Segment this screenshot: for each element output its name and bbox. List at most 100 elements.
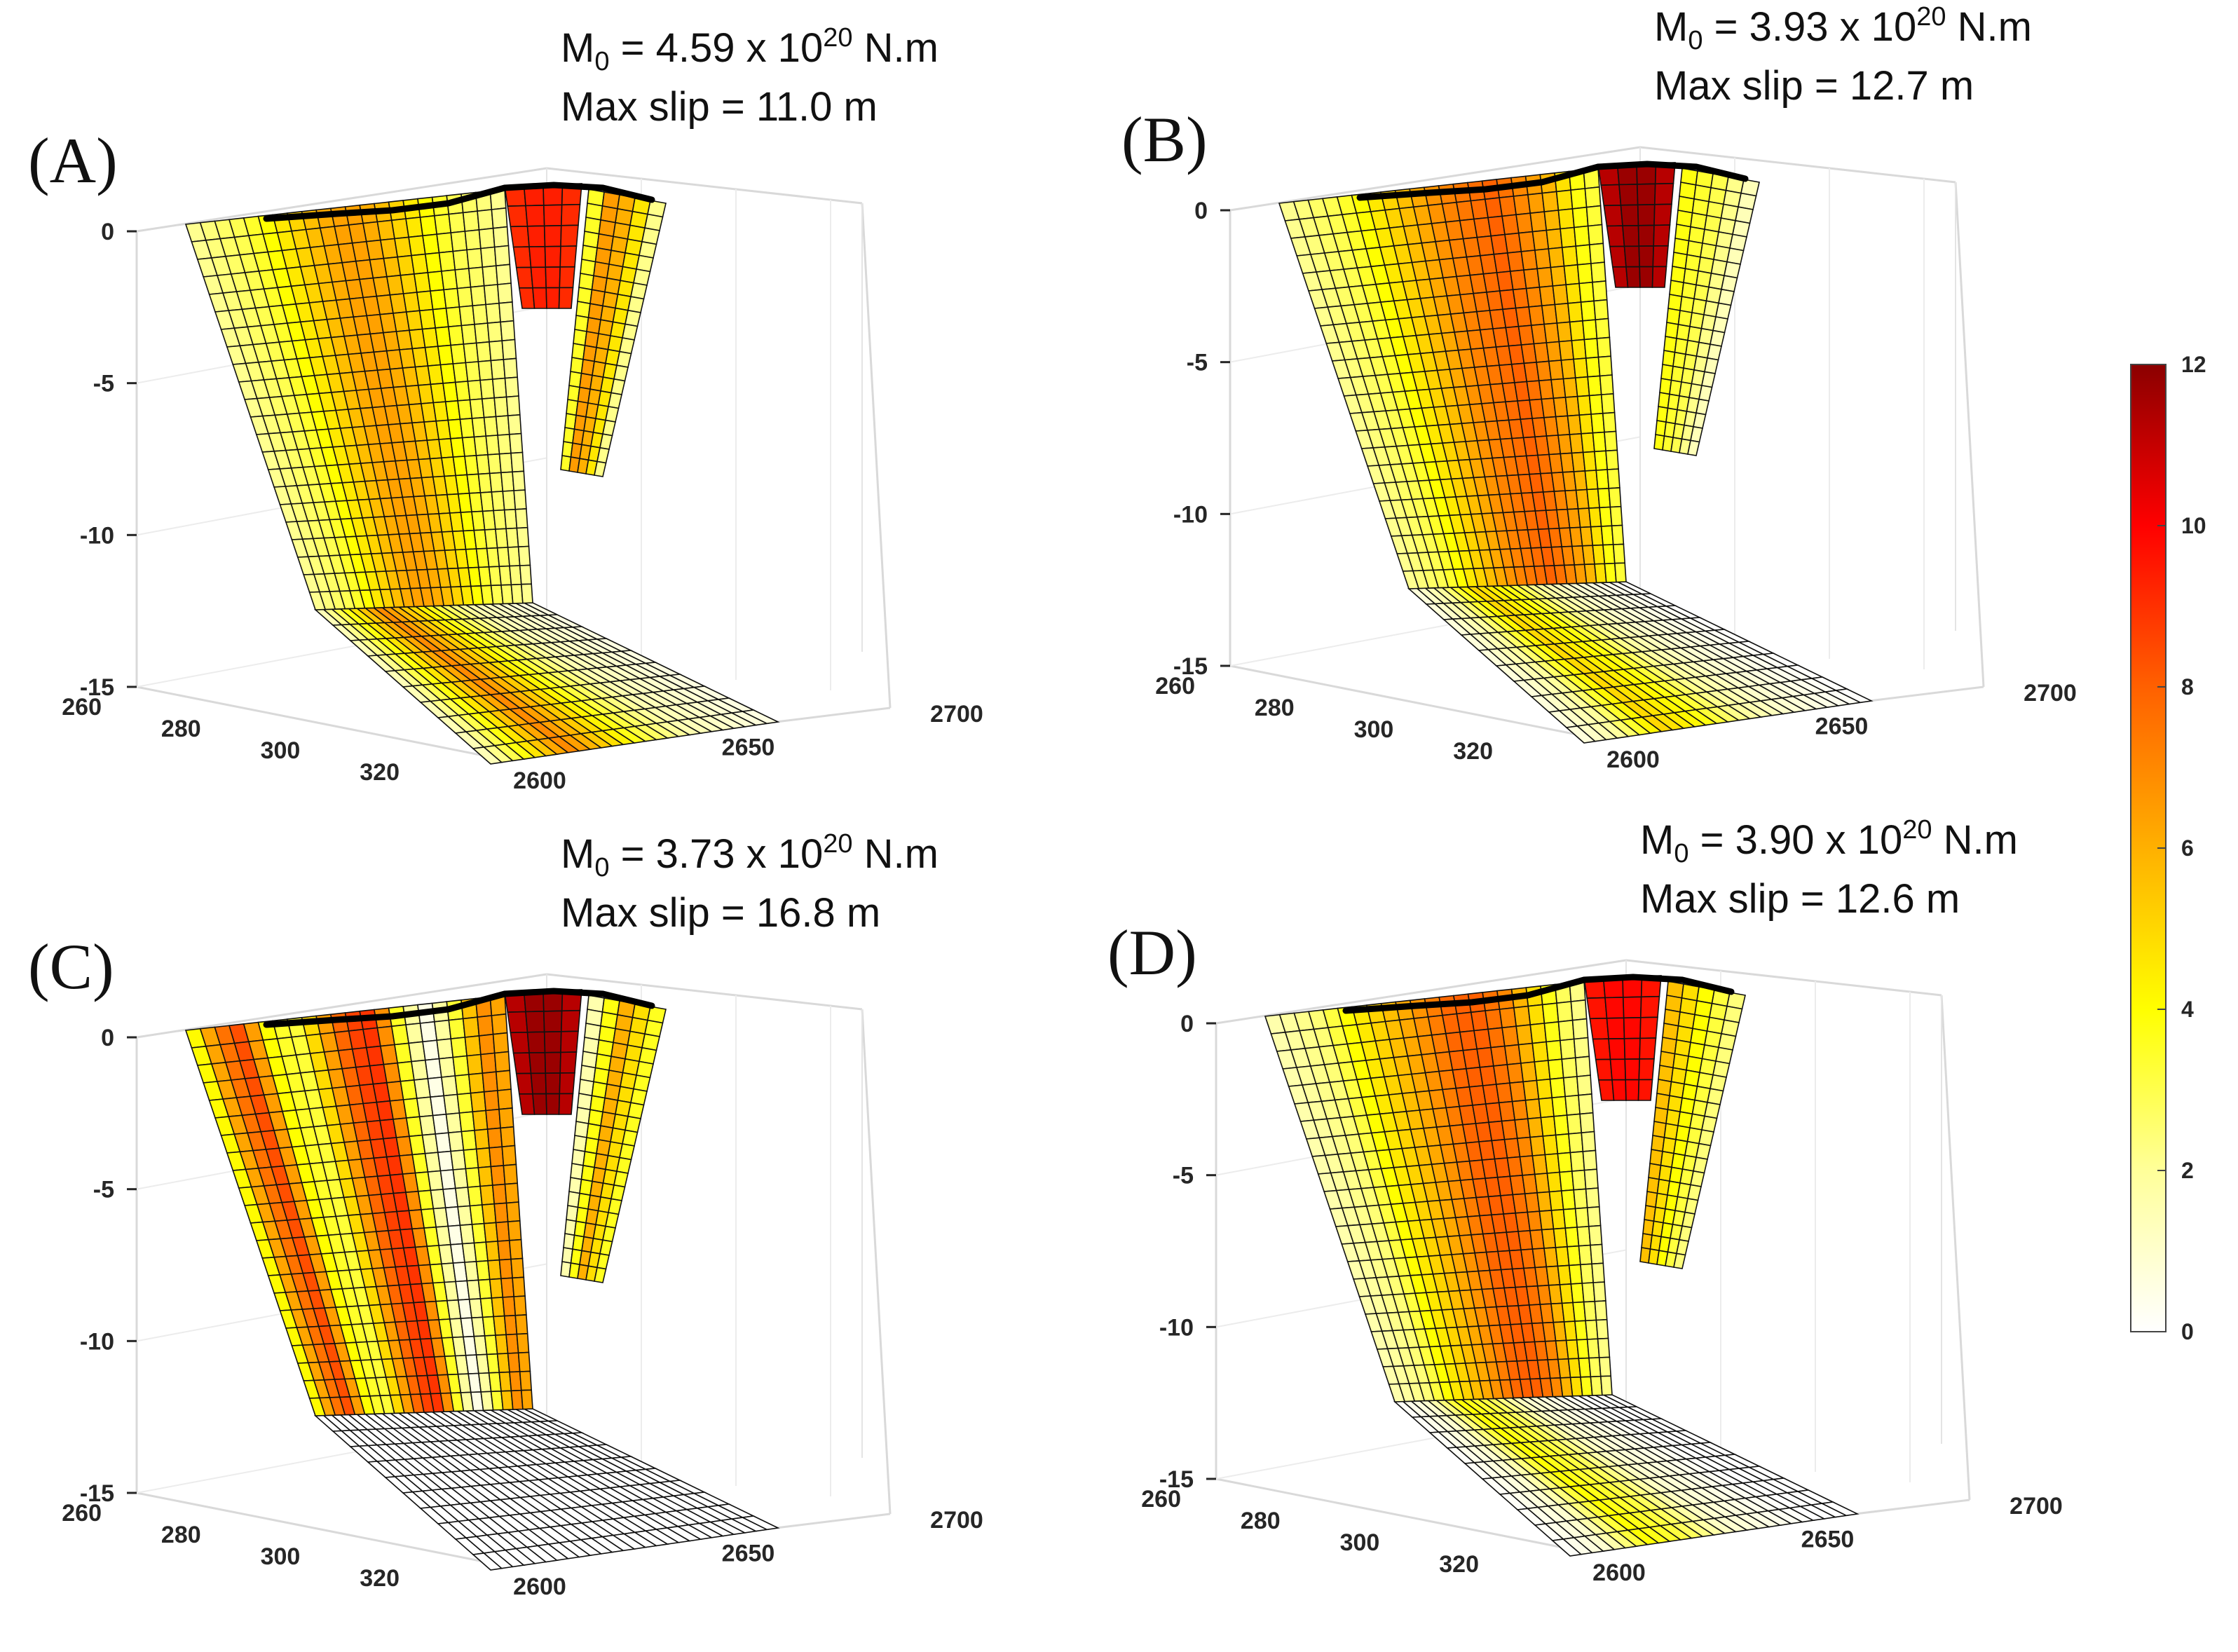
main-fault-segment-cell (503, 1314, 518, 1336)
northern-fault-segment-cell (543, 204, 563, 227)
branch-fault-segment-cell (1721, 275, 1738, 292)
northern-fault-segment-cell (559, 245, 578, 268)
main-fault-segment-cell (468, 266, 485, 288)
main-fault-segment-cell (487, 453, 502, 475)
z-tick-label: -5 (93, 1177, 114, 1203)
branch-fault-segment-cell (1695, 1142, 1712, 1160)
branch-fault-segment-cell (1653, 1107, 1669, 1124)
northern-fault-segment-cell (545, 287, 561, 309)
x-tick-label: 320 (360, 759, 400, 786)
main-fault-segment-cell (1611, 524, 1625, 545)
panel-label: (B) (1121, 104, 1208, 175)
main-fault-segment-cell (1543, 1021, 1561, 1043)
main-fault-segment-cell (1546, 228, 1563, 250)
main-fault-segment-cell (462, 210, 480, 232)
main-fault-segment-cell (1527, 1004, 1546, 1025)
branch-fault-segment-cell (1704, 357, 1719, 374)
main-fault-segment-cell (472, 303, 489, 325)
branch-fault-segment-cell (616, 350, 632, 368)
branch-fault-segment-cell (1695, 398, 1710, 416)
main-fault-segment-cell (1587, 224, 1604, 246)
max-slip-text: Max slip = 11.0 m (561, 84, 878, 130)
ramp-segment-cell (1834, 688, 1874, 704)
main-fault-segment-cell (1568, 1132, 1584, 1154)
x-tick-label: 280 (161, 1522, 201, 1548)
main-fault-segment-cell (1556, 321, 1573, 343)
axis-line (861, 1009, 892, 1515)
northern-fault-segment-cell (1618, 184, 1639, 206)
main-fault-segment-cell (465, 361, 481, 382)
main-fault-segment-cell (500, 1277, 515, 1298)
colorbar-tick-label: 2 (2181, 1158, 2194, 1183)
main-fault-segment-cell (472, 1110, 489, 1131)
main-fault-segment-cell (500, 320, 516, 342)
main-fault-segment-cell (1579, 1112, 1595, 1134)
northern-fault-segment-cell (1589, 1017, 1609, 1040)
main-fault-segment-cell (466, 247, 484, 269)
northern-fault-segment-cell (1653, 203, 1672, 226)
main-fault-segment-cell (1590, 261, 1606, 283)
main-fault-segment-cell (1563, 264, 1580, 286)
main-fault-segment-cell (470, 285, 486, 307)
main-fault-segment-cell (1596, 336, 1612, 358)
moment-mid: = 4.59 x 10 (609, 25, 823, 71)
main-fault-segment-cell (1571, 1018, 1589, 1040)
main-fault-segment-cell (462, 1016, 480, 1038)
main-fault-segment (184, 995, 533, 1417)
main-fault-segment-cell (505, 395, 521, 416)
main-fault-segment-cell (1571, 1169, 1587, 1191)
axis-line (1215, 1477, 1571, 1550)
northern-fault-segment-cell (518, 287, 535, 309)
main-fault-segment-cell (456, 286, 474, 308)
main-fault-segment-cell (485, 435, 500, 456)
branch-fault-segment-cell (1669, 280, 1684, 298)
northern-fault-segment-cell (560, 224, 579, 247)
x-tick-label: 260 (1141, 1486, 1181, 1513)
branch-fault-segment-cell (1693, 1156, 1708, 1174)
main-fault-segment-cell (485, 1108, 501, 1130)
main-fault-segment-cell (1585, 1187, 1600, 1208)
branch-fault-segment (560, 189, 667, 477)
panel-label: (C) (28, 931, 114, 1002)
main-fault-segment-cell (1558, 340, 1574, 361)
main-fault-segment-cell (497, 282, 513, 304)
main-fault-segment-cell (514, 508, 528, 529)
branch-fault-segment-cell (574, 1121, 589, 1138)
main-fault-segment-cell (482, 265, 498, 287)
main-fault-segment-cell (454, 268, 472, 289)
main-fault-segment-cell (1517, 1042, 1536, 1064)
main-fault-segment-cell (465, 1167, 481, 1188)
ramp-segment (313, 1408, 780, 1571)
main-fault-segment-cell (516, 1332, 530, 1354)
main-fault-segment-cell (477, 360, 493, 381)
max-slip-text: Max slip = 12.7 m (1654, 63, 1974, 109)
main-fault-segment-cell (1571, 339, 1587, 360)
main-fault-segment-cell (1542, 1134, 1559, 1156)
main-fault-segment-cell (438, 1056, 456, 1078)
main-fault-segment-cell (1574, 1056, 1591, 1077)
main-fault-segment-cell (503, 1163, 519, 1185)
main-fault-segment-cell (1583, 1300, 1597, 1322)
branch-fault-segment-cell (594, 460, 607, 477)
main-fault-segment-cell (1588, 243, 1605, 264)
main-fault-segment-cell (497, 433, 512, 455)
branch-fault-segment-cell (1701, 371, 1716, 388)
main-fault-segment-cell (1536, 266, 1554, 288)
axis-line (546, 973, 863, 1011)
branch-fault-segment-cell (575, 1107, 591, 1125)
branch-fault-segment-cell (605, 1212, 620, 1229)
main-fault-segment-cell (498, 1258, 513, 1280)
main-fault-segment-cell (1552, 284, 1569, 306)
moment-subscript: 0 (594, 853, 609, 882)
main-fault-segment-cell (1576, 395, 1592, 416)
main-fault-segment-cell (1597, 355, 1613, 377)
fault-trace (263, 182, 655, 222)
northern-fault-segment-cell (1586, 997, 1608, 1020)
northern-fault-segment-cell (545, 1072, 561, 1095)
main-fault-segment-cell (479, 378, 496, 400)
main-fault-segment-cell (491, 377, 507, 399)
x-tick-label: 300 (1340, 1529, 1380, 1556)
main-fault-segment-cell (1606, 468, 1620, 489)
main-fault-segment-cell (507, 414, 522, 435)
northern-fault-segment-cell (1653, 224, 1671, 247)
